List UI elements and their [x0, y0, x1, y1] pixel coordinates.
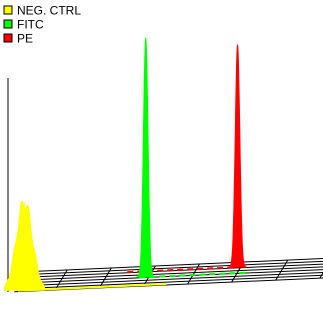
legend-label-fitc: FITC [17, 18, 44, 32]
baseline-fitc [139, 271, 250, 279]
legend-swatch-neg-ctrl [3, 5, 13, 15]
baseline-pe [127, 266, 238, 274]
legend-swatch-fitc [3, 19, 13, 29]
plot-area [3, 37, 323, 293]
floor-grid-row [26, 258, 323, 273]
floor-grid-col [275, 259, 289, 281]
legend-label-pe: PE [17, 32, 33, 46]
floor-grid-row [21, 266, 323, 281]
legend-label-neg-ctrl: NEG. CTRL [17, 4, 81, 18]
legend-swatch-pe [3, 33, 13, 43]
floor-grid-row [22, 263, 323, 278]
floor-grid-row [17, 271, 323, 287]
floor-grid-col [98, 267, 112, 289]
floor-grid-row [24, 260, 323, 276]
floor-grid-col [319, 271, 323, 279]
floor-grid-col [54, 269, 68, 291]
floor-grid-row [15, 274, 323, 290]
